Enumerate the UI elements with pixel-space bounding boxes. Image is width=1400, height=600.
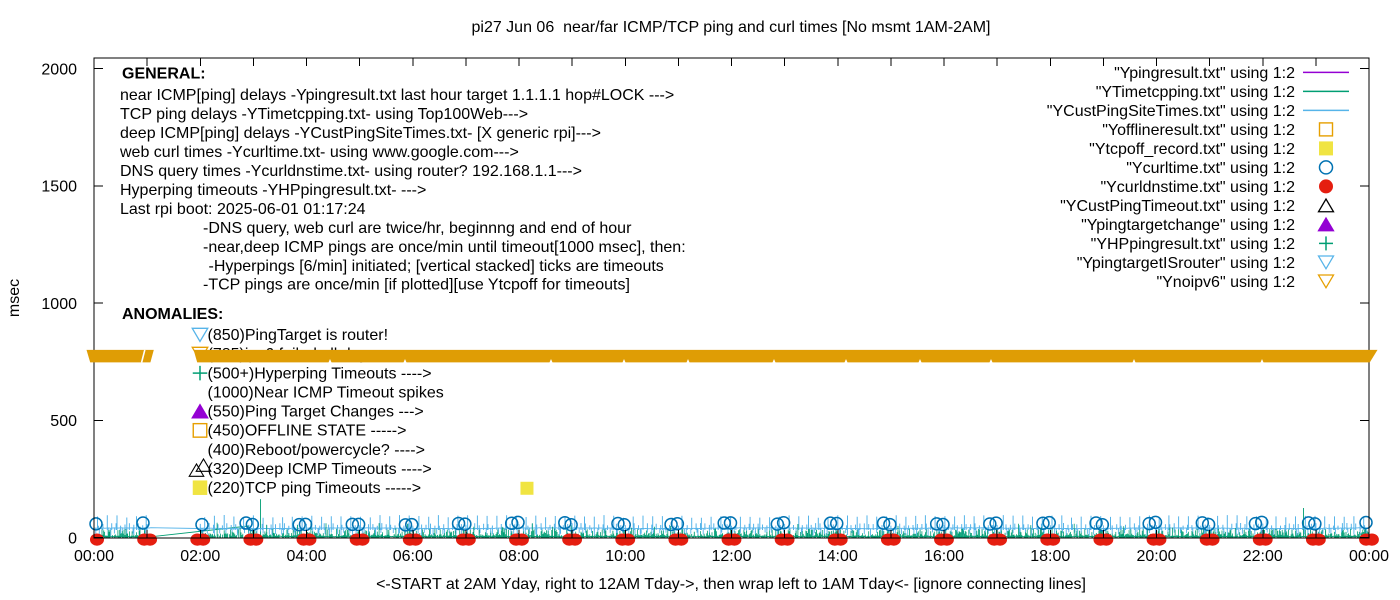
x-tick-label: 06:00 (393, 548, 433, 565)
legend-label: "Yofflineresult.txt" using 1:2 (1102, 122, 1295, 139)
x-tick-label: 22:00 (1243, 548, 1283, 565)
anomaly-line: (1000)Near ICMP Timeout spikes (208, 385, 444, 402)
general-line: -Hyperpings [6/min] initiated; [vertical… (209, 258, 664, 275)
anomaly-marker-open-triangle-down-icon (191, 327, 209, 343)
chart-title: pi27 Jun 06 near/far ICMP/TCP ping and c… (471, 19, 990, 36)
legend: "Ypingresult.txt" using 1:2 "YTimetcpping… (1047, 65, 1349, 291)
legend-marker-open-triangle-down-icon (1317, 255, 1335, 271)
legend-label: "YCustPingSiteTimes.txt" using 1:2 (1047, 103, 1295, 120)
legend-label: "Ynoipv6" using 1:2 (1156, 274, 1295, 291)
y-axis-label: msec (6, 279, 23, 317)
tick-labels: 00:00 02:00 04:00 06:00 08:00 10:00 12:00 14:00… (41, 61, 1389, 565)
noipv6-band (86, 349, 1378, 363)
anomaly-marker-filled-square-icon (192, 480, 208, 495)
anomaly-marker-plus-icon (192, 365, 208, 381)
x-tick-label: 02:00 (180, 548, 220, 565)
general-line: -near,deep ICMP pings are once/min until… (203, 239, 686, 256)
general-line: TCP ping delays -YTimetcpping.txt- using… (120, 106, 528, 123)
anomaly-line: (320)Deep ICMP Timeouts ----> (208, 461, 432, 478)
legend-label: "Ypingresult.txt" using 1:2 (1114, 65, 1295, 82)
x-tick-label: 14:00 (818, 548, 858, 565)
legend-label: "YTimetcpping.txt" using 1:2 (1096, 84, 1295, 101)
tcp-timeout-square (520, 481, 534, 495)
anomaly-line: (400)Reboot/powercycle? ----> (208, 442, 425, 459)
legend-marker-filled-circle-icon (1319, 179, 1333, 194)
y-tick-label: 1000 (41, 296, 77, 313)
general-heading: GENERAL: (122, 66, 206, 83)
plot-border (93, 57, 1370, 539)
legend-label: "YHPpingresult.txt" using 1:2 (1091, 236, 1295, 253)
y-tick-label: 1500 (41, 179, 77, 196)
legend-label: "Ycurldnstime.txt" using 1:2 (1100, 179, 1295, 196)
legend-marker-open-triangle-down-icon (1317, 274, 1335, 290)
x-tick-label: 00:00 (1349, 548, 1389, 565)
anomaly-line: (850)PingTarget is router! (208, 327, 389, 344)
y-tick-label: 500 (50, 413, 77, 430)
legend-label: "Ycurltime.txt" using 1:2 (1126, 160, 1295, 177)
legend-marker-open-square-icon (1318, 122, 1334, 137)
x-tick-label: 12:00 (711, 548, 751, 565)
x-tick-label: 20:00 (1136, 548, 1176, 565)
titles: pi27 Jun 06 near/far ICMP/TCP ping and c… (6, 19, 1086, 593)
x-tick-label: 16:00 (924, 548, 964, 565)
x-tick-label: 00:00 (74, 548, 114, 565)
anomaly-marker-open-square-icon (192, 422, 208, 438)
anomaly-line: (450)OFFLINE STATE -----> (208, 423, 407, 440)
general-line: web curl times -Ycurltime.txt- using www… (119, 144, 519, 161)
general-line: near ICMP[ping] delays -Ypingresult.txt … (120, 87, 674, 104)
x-tick-label: 04:00 (286, 548, 326, 565)
anomaly-line: (220)TCP ping Timeouts -----> (208, 480, 422, 497)
x-tick-label: 10:00 (605, 548, 645, 565)
x-tick-label: 08:00 (499, 548, 539, 565)
anomalies-heading: ANOMALIES: (122, 306, 223, 323)
dns-blobs (90, 533, 1379, 546)
legend-marker-open-circle-icon (1318, 160, 1334, 175)
legend-label: "Ytcpoff_record.txt" using 1:2 (1089, 141, 1295, 158)
general-line: Hyperping timeouts -YHPpingresult.txt- -… (120, 182, 426, 199)
anomaly-marker-double-open-triangle-up-icon (188, 457, 212, 477)
y-tick-label: 0 (68, 530, 77, 547)
x-axis-label: <-START at 2AM Yday, right to 12AM Tday-… (376, 576, 1086, 593)
anomaly-marker-filled-triangle-up-icon (191, 403, 209, 419)
general-line: deep ICMP[ping] delays -YCustPingSiteTim… (120, 125, 601, 142)
general-line: -TCP pings are once/min [if plotted][use… (203, 277, 630, 294)
legend-marker-filled-triangle-up-icon (1317, 216, 1335, 232)
general-line: Last rpi boot: 2025-06-01 01:17:24 (120, 201, 366, 218)
general-line: -DNS query, web curl are twice/hr, begin… (203, 220, 632, 237)
legend-marker-plus-icon (1319, 236, 1333, 251)
web-curl-circles (89, 515, 1373, 532)
legend-label: "YpingtargetISrouter" using 1:2 (1077, 255, 1295, 272)
general-annotations: GENERAL: near ICMP[ping] delays -Ypingres… (119, 66, 686, 294)
x-tick-label: 18:00 (1030, 548, 1070, 565)
general-line: DNS query times -Ycurldnstime.txt- using… (120, 163, 582, 180)
legend-label: "YCustPingTimeout.txt" using 1:2 (1060, 198, 1295, 215)
anomaly-line: (550)Ping Target Changes ---> (208, 404, 424, 421)
legend-marker-open-triangle-up-icon (1317, 197, 1335, 213)
legend-marker-filled-square-icon (1319, 141, 1333, 156)
legend-label: "Ypingtargetchange" using 1:2 (1081, 217, 1295, 234)
anomaly-line: (500+)Hyperping Timeouts ----> (208, 365, 432, 382)
y-tick-label: 2000 (41, 61, 77, 78)
